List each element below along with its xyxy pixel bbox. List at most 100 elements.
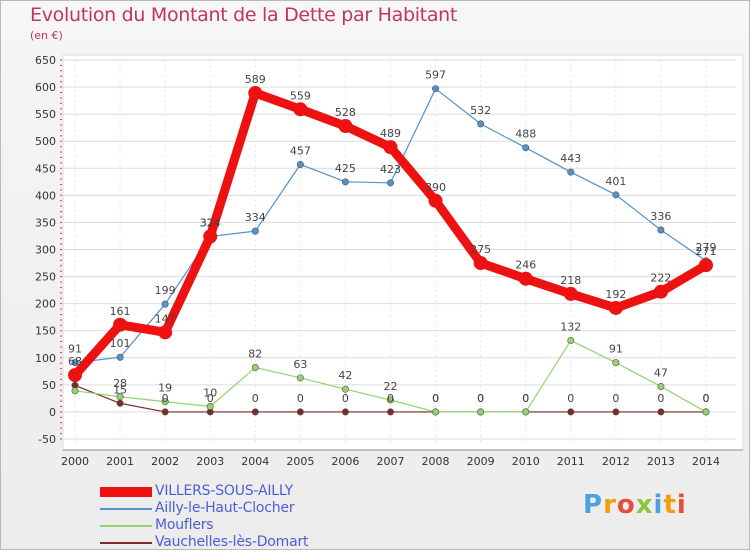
data-point [477, 408, 485, 416]
data-label: 0 [612, 392, 619, 405]
y-tick-label: 150 [35, 325, 56, 338]
data-point [116, 399, 124, 407]
data-label: 390 [425, 181, 446, 194]
data-point [161, 398, 169, 406]
data-point [158, 325, 173, 340]
logo-text: Proxiti [583, 490, 687, 520]
data-label: 0 [387, 392, 394, 405]
legend-label-ailly: Ailly-le-Haut-Clocher [155, 500, 295, 516]
legend-label-mouflers: Mouflers [155, 517, 214, 533]
data-label: 275 [470, 243, 491, 256]
proxiti-logo: Proxiti [583, 490, 687, 520]
y-tick-label: 450 [35, 162, 56, 175]
data-point [203, 229, 218, 244]
data-point [612, 191, 620, 199]
data-point [71, 387, 79, 395]
y-tick-label: 400 [35, 189, 56, 202]
logo-letter: r [603, 490, 617, 520]
x-tick-label: 2004 [241, 455, 269, 468]
data-point [71, 359, 79, 367]
data-label: 91 [68, 343, 82, 356]
data-label: 218 [560, 274, 581, 287]
data-label: 457 [290, 144, 311, 157]
y-tick-label: -50 [38, 433, 56, 446]
data-label: 0 [567, 392, 574, 405]
data-point [206, 403, 214, 411]
data-label: 246 [515, 259, 536, 272]
data-point [567, 408, 575, 416]
data-point [386, 179, 394, 187]
data-label: 324 [200, 217, 221, 230]
data-point [657, 226, 665, 234]
data-label: 222 [650, 272, 671, 285]
x-tick-label: 2005 [286, 455, 314, 468]
data-point [657, 382, 665, 390]
data-point [428, 193, 443, 208]
data-point [608, 300, 623, 315]
data-point [68, 368, 82, 383]
data-label: 15 [113, 383, 127, 396]
data-point [567, 336, 575, 344]
x-tick-label: 2006 [331, 455, 359, 468]
y-tick-label: 200 [35, 298, 56, 311]
logo-letter: P [583, 490, 604, 520]
data-point [296, 374, 304, 382]
data-point [702, 408, 710, 416]
data-label: 63 [293, 358, 307, 371]
data-point [251, 364, 259, 372]
data-point [161, 408, 169, 416]
data-point [386, 396, 394, 404]
data-point [477, 120, 485, 128]
data-label: 22 [384, 380, 398, 393]
x-tick-label: 2003 [196, 455, 224, 468]
data-label: 0 [207, 392, 214, 405]
logo-letter: x [635, 490, 654, 520]
y-tick-label: 250 [35, 271, 56, 284]
chart-subtitle: (en €) [30, 29, 63, 42]
data-label: 0 [703, 392, 710, 405]
data-point [386, 408, 394, 416]
x-tick-label: 2013 [647, 455, 675, 468]
legend-label-vauchelles: Vauchelles-lès-Domart [155, 534, 309, 550]
data-point [518, 271, 533, 286]
data-point [113, 317, 128, 332]
data-label: 0 [657, 392, 664, 405]
data-label: 528 [335, 106, 356, 119]
y-tick-label: 100 [35, 352, 56, 365]
data-label: 192 [605, 288, 626, 301]
data-point [251, 408, 259, 416]
data-label: 334 [245, 211, 266, 224]
y-tick-label: 350 [35, 216, 56, 229]
x-tick-label: 2001 [106, 455, 134, 468]
data-point [338, 119, 353, 134]
data-label: 532 [470, 104, 491, 117]
data-label: 0 [252, 392, 259, 405]
x-tick-label: 2008 [422, 455, 450, 468]
data-label: 425 [335, 162, 356, 175]
data-point [612, 408, 620, 416]
data-point [116, 353, 124, 361]
data-label: 0 [432, 392, 439, 405]
logo-letter: o [616, 490, 636, 520]
data-label: 0 [432, 392, 439, 405]
data-label: 443 [560, 152, 581, 165]
data-label: 324 [200, 217, 221, 230]
data-point [653, 284, 668, 299]
x-tick-label: 2009 [467, 455, 495, 468]
data-point [341, 408, 349, 416]
data-label: 279 [696, 241, 717, 254]
data-label: 271 [696, 245, 717, 258]
data-label: 101 [110, 337, 131, 350]
data-point [522, 408, 530, 416]
legend-label-villers: VILLERS-SOUS-AILLY [155, 483, 293, 499]
data-point [293, 102, 308, 117]
data-label: 161 [110, 305, 131, 318]
logo-letter: i [653, 490, 664, 520]
data-point [473, 256, 488, 271]
chart-title: Evolution du Montant de la Dette par Hab… [30, 4, 458, 26]
y-tick-label: 650 [35, 54, 56, 67]
data-point [699, 258, 713, 273]
data-point [296, 160, 304, 168]
data-label: 91 [609, 343, 623, 356]
